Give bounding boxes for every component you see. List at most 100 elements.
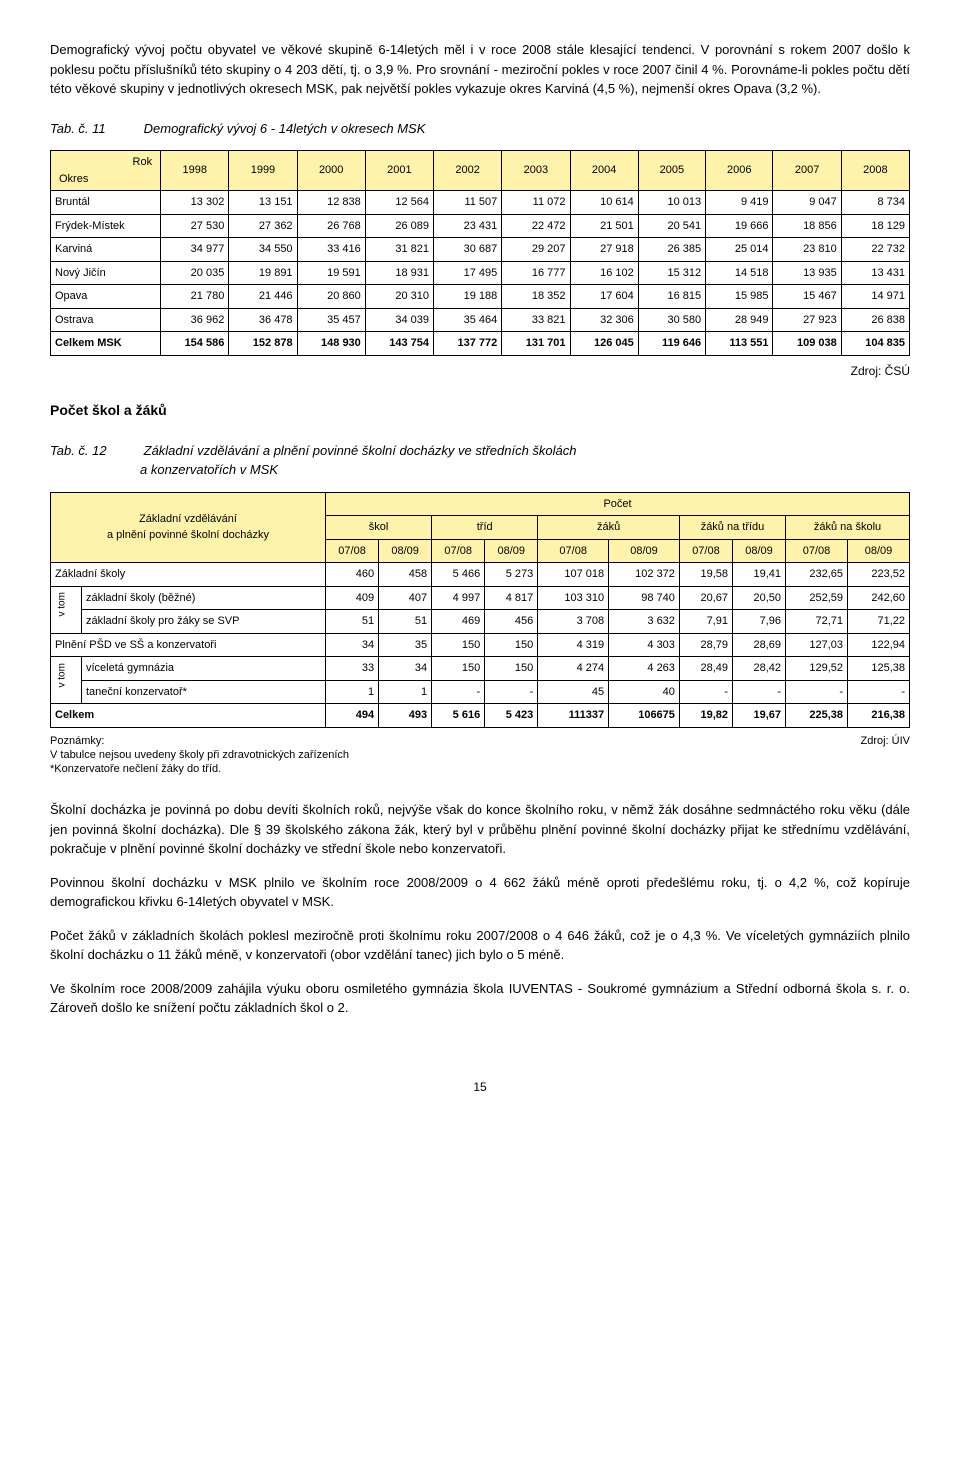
page-number: 15 [50, 1078, 910, 1096]
tab12-cell: 252,59 [786, 586, 848, 610]
tab12-cell: 458 [379, 563, 432, 587]
tab11-cell: 27 923 [773, 308, 841, 332]
tab11-cell: 27 530 [161, 214, 229, 238]
tab12-cell: 150 [432, 657, 485, 681]
tab11-total-cell: 148 930 [297, 332, 365, 356]
tab11-cell: 21 446 [229, 285, 297, 309]
tab11-caption: Demografický vývoj 6 - 14letých v okrese… [144, 121, 426, 136]
tab12-cell: 72,71 [786, 610, 848, 634]
tab12-cell: 40 [609, 680, 680, 704]
tab12-group-header: žáků na školu [786, 516, 910, 540]
tab11-total-cell: 113 551 [706, 332, 773, 356]
tab11-cell: 34 550 [229, 238, 297, 262]
tab11-cell: 11 072 [502, 191, 570, 215]
tab12-cell: 469 [432, 610, 485, 634]
tab12-cell: 242,60 [848, 586, 910, 610]
tab12-group-header: žáků [538, 516, 680, 540]
tab11-cell: 36 962 [161, 308, 229, 332]
tab12-cell: 20,50 [732, 586, 785, 610]
tab11-year-header: 2003 [502, 151, 570, 191]
tab11-cell: 20 541 [638, 214, 705, 238]
tab12-year-header: 08/09 [379, 539, 432, 563]
tab12-note-label: Poznámky: [50, 735, 104, 747]
tab12-header-pocet: Počet [326, 492, 910, 516]
tab11-year-header: 1998 [161, 151, 229, 191]
tab11-title: Tab. č. 11 Demografický vývoj 6 - 14letý… [50, 119, 910, 139]
tab11-num: Tab. č. 11 [50, 119, 140, 139]
tab11-cell: 26 089 [365, 214, 433, 238]
tab11-year-header: 2000 [297, 151, 365, 191]
tab11-total-cell: 126 045 [570, 332, 638, 356]
tab12-vtom: v tom [51, 657, 82, 704]
tab12-year-header: 08/09 [732, 539, 785, 563]
tab12-year-header: 07/08 [679, 539, 732, 563]
tab12-cell: - [848, 680, 910, 704]
tab12-total-cell: 111337 [538, 704, 609, 728]
tab12-cell: 127,03 [786, 633, 848, 657]
tab12-cell: 28,49 [679, 657, 732, 681]
tab11-year-header: 2008 [841, 151, 909, 191]
tab12-cell: - [485, 680, 538, 704]
tab12-total-cell: 5 423 [485, 704, 538, 728]
tab11-total-cell: 119 646 [638, 332, 705, 356]
tab12-cell: 125,38 [848, 657, 910, 681]
tab12-year-header: 08/09 [485, 539, 538, 563]
tab12-cell: 102 372 [609, 563, 680, 587]
tab11-cell: 27 918 [570, 238, 638, 262]
tab12-cell: 5 273 [485, 563, 538, 587]
tab11-cell: 35 464 [434, 308, 502, 332]
tab12-cell: 103 310 [538, 586, 609, 610]
tab12-cell: 98 740 [609, 586, 680, 610]
tab12-total-cell: 494 [326, 704, 379, 728]
tab12-cell: 3 708 [538, 610, 609, 634]
tab12-cell: - [679, 680, 732, 704]
intro-paragraph: Demografický vývoj počtu obyvatel ve věk… [50, 40, 910, 99]
tab11-total-cell: 137 772 [434, 332, 502, 356]
tab11-cell: 27 362 [229, 214, 297, 238]
tab12-cell: 7,91 [679, 610, 732, 634]
tab11-cell: 14 518 [706, 261, 773, 285]
tab12-cell: 4 274 [538, 657, 609, 681]
tab12-header-left: Základní vzdělávánía plnění povinné škol… [51, 492, 326, 563]
tab11-cell: 16 777 [502, 261, 570, 285]
tab11-cell: 9 047 [773, 191, 841, 215]
tab12-cell: - [786, 680, 848, 704]
tab12-cell: 150 [485, 633, 538, 657]
tab12-cell: 7,96 [732, 610, 785, 634]
tab11-row-label: Nový Jičín [51, 261, 161, 285]
tab12-row-label: taneční konzervatoř* [82, 680, 326, 704]
tab12-cell: 460 [326, 563, 379, 587]
tab11-year-header: 2007 [773, 151, 841, 191]
tab12-num: Tab. č. 12 [50, 441, 140, 461]
tab11-cell: 22 472 [502, 214, 570, 238]
tab11-year-header: 2005 [638, 151, 705, 191]
tab11-cell: 21 780 [161, 285, 229, 309]
tab11-cell: 8 734 [841, 191, 909, 215]
tab11-cell: 18 931 [365, 261, 433, 285]
tab11-cell: 20 035 [161, 261, 229, 285]
tab11-cell: 23 431 [434, 214, 502, 238]
tab12-row-label: Základní školy [51, 563, 326, 587]
tab11-cell: 17 604 [570, 285, 638, 309]
tab11-cell: 16 815 [638, 285, 705, 309]
tab12-total-cell: 493 [379, 704, 432, 728]
tab11-cell: 18 856 [773, 214, 841, 238]
tab11-cell: 13 302 [161, 191, 229, 215]
tab12-year-header: 07/08 [538, 539, 609, 563]
tab12-total-cell: 216,38 [848, 704, 910, 728]
tab11-total-cell: 109 038 [773, 332, 841, 356]
tab12-year-header: 07/08 [432, 539, 485, 563]
tab11-cell: 25 014 [706, 238, 773, 262]
tab12-cell: 150 [485, 657, 538, 681]
tab12-cell: 223,52 [848, 563, 910, 587]
para-pocet-zaku: Počet žáků v základních školách poklesl … [50, 926, 910, 965]
tab11-cell: 12 564 [365, 191, 433, 215]
tab11-cell: 16 102 [570, 261, 638, 285]
tab11-cell: 20 310 [365, 285, 433, 309]
tab11-row-label: Opava [51, 285, 161, 309]
tab11-cell: 21 501 [570, 214, 638, 238]
tab12-cell: 150 [432, 633, 485, 657]
tab11-year-header: 2006 [706, 151, 773, 191]
tab12-cell: 5 466 [432, 563, 485, 587]
tab12-cell: 1 [326, 680, 379, 704]
